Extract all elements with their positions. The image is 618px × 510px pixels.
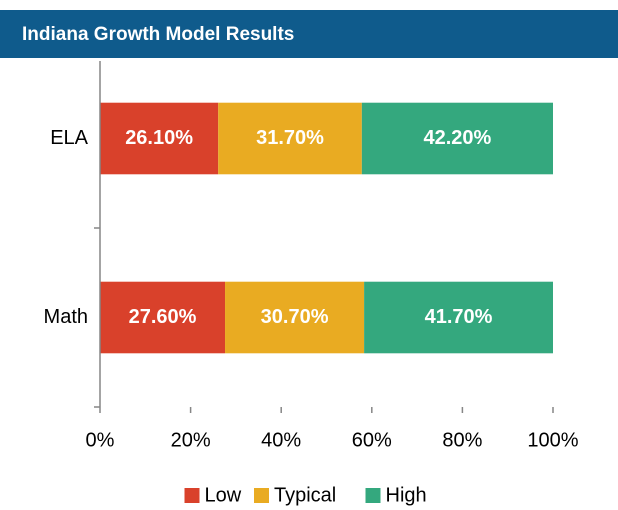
legend-label: Typical — [274, 484, 336, 506]
x-tick-label: 20% — [171, 429, 211, 451]
legend-swatch — [365, 488, 381, 503]
bar-segment — [225, 281, 365, 354]
bar-segment — [100, 102, 219, 175]
y-tick-label: ELA — [50, 127, 88, 149]
legend-swatch — [184, 488, 200, 503]
data-label: 41.70% — [425, 306, 493, 328]
x-tick-label: 100% — [527, 429, 578, 451]
x-tick-label: 0% — [86, 429, 115, 451]
bar-segment — [100, 281, 226, 354]
data-label: 26.10% — [125, 127, 193, 149]
bar-segment — [218, 102, 362, 175]
data-label: 30.70% — [261, 306, 329, 328]
data-label: 42.20% — [423, 127, 491, 149]
legend-swatch — [254, 488, 269, 503]
bar-segment — [361, 102, 553, 175]
legend-label: Low — [205, 484, 242, 506]
bar-segment — [364, 281, 553, 354]
data-label: 31.70% — [256, 127, 324, 149]
x-tick-label: 80% — [442, 429, 482, 451]
chart-title: Indiana Growth Model Results — [22, 24, 294, 45]
data-label: 27.60% — [129, 306, 197, 328]
x-tick-label: 60% — [352, 429, 392, 451]
title-bar — [0, 10, 618, 58]
x-tick-label: 40% — [261, 429, 301, 451]
y-tick-label: Math — [44, 306, 88, 328]
legend-label: High — [386, 484, 427, 506]
